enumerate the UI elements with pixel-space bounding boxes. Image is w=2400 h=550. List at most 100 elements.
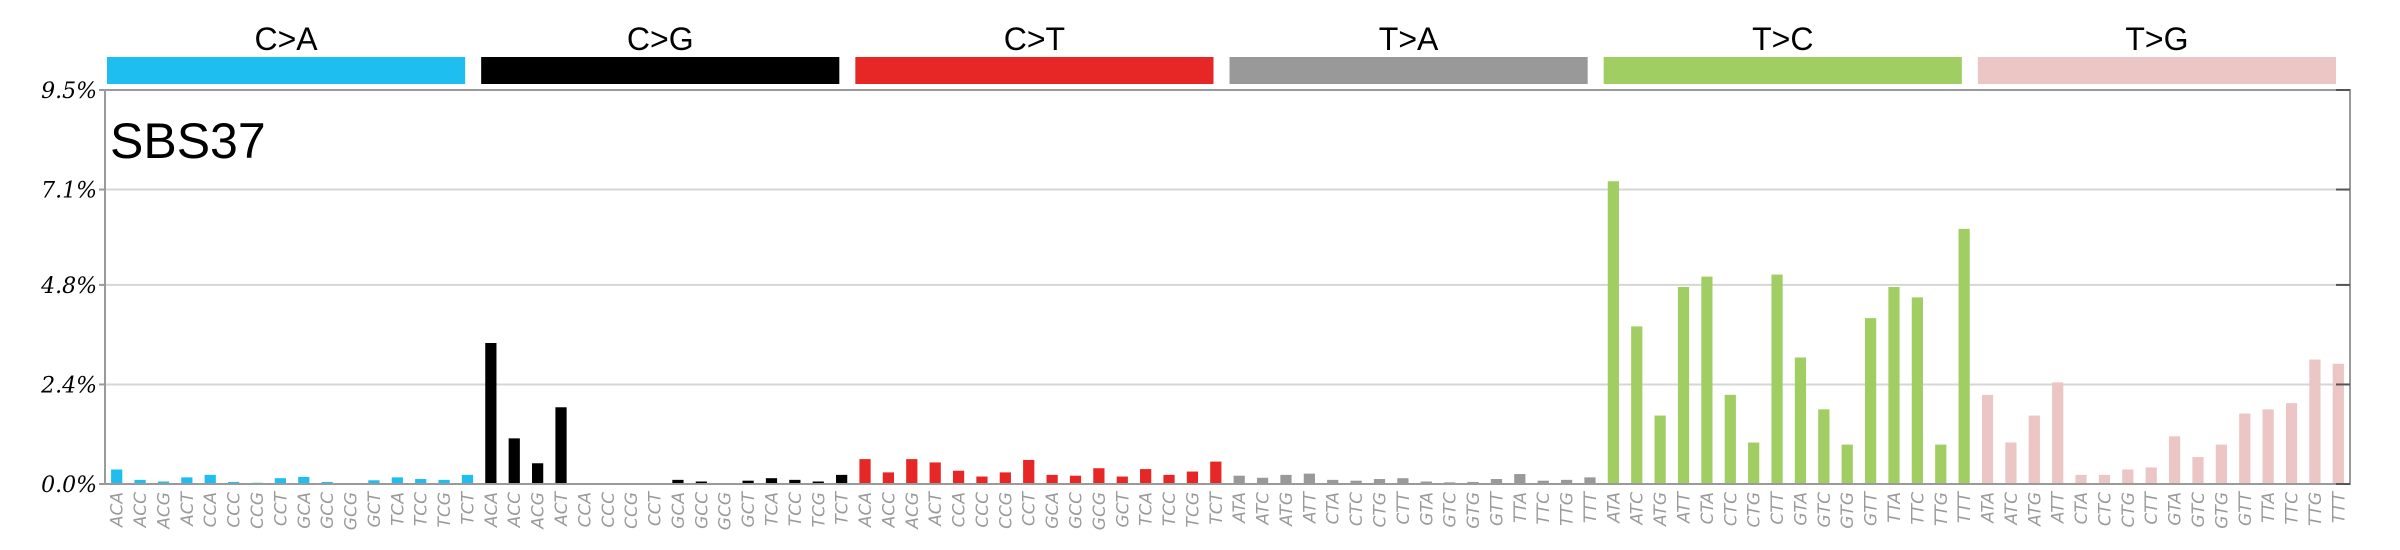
- y-tick-label: 2.4%: [40, 373, 97, 398]
- x-tick-label: CCT: [271, 490, 291, 526]
- category-strip: [1603, 57, 1962, 84]
- x-tick-label: GCA: [295, 492, 315, 529]
- bar: [508, 438, 520, 484]
- bar: [836, 474, 848, 484]
- x-tick-label: CTG: [1745, 492, 1765, 527]
- bar: [1397, 478, 1409, 484]
- x-tick-label: GTA: [1417, 492, 1437, 526]
- x-tick-label: ACC: [131, 492, 151, 528]
- bar: [1981, 394, 1994, 484]
- x-tick-label: GTT: [1862, 490, 1882, 526]
- bar: [1771, 274, 1783, 484]
- x-tick-label: TTG: [2306, 492, 2326, 526]
- bar: [1654, 415, 1666, 484]
- x-tick-label: GCT: [1113, 490, 1133, 527]
- bar: [2005, 442, 2017, 484]
- x-tick-label: ATC: [2002, 492, 2022, 526]
- y-tick-label: 9.5%: [41, 79, 97, 104]
- bar: [812, 481, 824, 484]
- bar: [1350, 480, 1362, 484]
- x-tick-label: GCA: [669, 492, 689, 529]
- x-tick-label: TTA: [2259, 492, 2279, 523]
- x-tick-label: ATA: [1979, 492, 1999, 524]
- x-tick-label: GCA: [1043, 492, 1063, 529]
- bar: [929, 462, 941, 484]
- bar: [789, 479, 801, 484]
- category-strip: [481, 57, 840, 84]
- x-tick-label: ACC: [505, 492, 525, 528]
- x-tick-label: TCT: [458, 490, 478, 524]
- bar: [134, 479, 146, 484]
- x-tick-label: ATG: [1277, 492, 1297, 527]
- plot-frame: [104, 89, 2351, 485]
- x-tick-label: TTT: [1581, 490, 1601, 523]
- bar: [1420, 481, 1432, 484]
- x-tick-label: TCA: [1137, 492, 1157, 526]
- x-tick-label: GTT: [1487, 490, 1507, 526]
- bar: [882, 472, 895, 484]
- bar: [1140, 469, 1152, 484]
- x-tick-label: GCC: [318, 492, 338, 529]
- bar: [157, 481, 170, 484]
- bar: [228, 481, 240, 484]
- bar: [1373, 479, 1386, 484]
- x-tick-label: GTG: [2212, 492, 2232, 529]
- x-tick-label: ACG: [529, 492, 549, 530]
- bar: [2145, 467, 2157, 484]
- category-label: T>C: [1752, 21, 1813, 57]
- bar: [1841, 444, 1853, 484]
- category-label: T>A: [1379, 21, 1439, 57]
- bar: [1116, 476, 1128, 484]
- bar: [672, 479, 684, 484]
- category-label: C>G: [627, 21, 694, 57]
- x-tick-label: GTC: [1815, 492, 1835, 528]
- y-tick-label: 7.1%: [41, 179, 97, 204]
- bar: [1256, 477, 1269, 484]
- category-strip: [1977, 57, 2336, 84]
- bar: [485, 342, 497, 484]
- bar: [1303, 473, 1315, 484]
- x-tick-label: CCT: [1020, 490, 1040, 526]
- bar: [1467, 481, 1479, 484]
- x-tick-label: GCT: [739, 490, 759, 527]
- bar: [1093, 468, 1105, 484]
- bar: [1023, 459, 1035, 484]
- x-tick-label: TCA: [762, 492, 782, 526]
- x-tick-label: GCT: [365, 490, 385, 527]
- x-axis-ticks: ACA ACC ACG ACT CCA CCC CCG CCT GCA GCC GCG GCT TCA T…: [108, 490, 2350, 530]
- bar: [1794, 357, 1807, 484]
- bar: [2098, 474, 2111, 484]
- bar: [1935, 444, 1947, 484]
- bar: [1888, 287, 1900, 484]
- bar: [274, 478, 287, 484]
- x-tick-label: ATC: [1628, 492, 1648, 526]
- x-tick-label: CCT: [646, 490, 666, 526]
- x-tick-label: TCT: [1207, 490, 1227, 524]
- x-tick-label: TCC: [1160, 492, 1180, 526]
- bar: [2239, 413, 2251, 484]
- x-tick-label: CCC: [599, 492, 619, 528]
- bar: [1958, 228, 1970, 484]
- x-tick-label: ACC: [879, 492, 899, 528]
- bar: [2168, 436, 2181, 484]
- x-tick-label: GCC: [1066, 492, 1086, 529]
- x-tick-label: CCC: [973, 492, 993, 528]
- bar: [1210, 461, 1222, 484]
- x-tick-label: ACT: [926, 490, 946, 526]
- x-tick-label: CTA: [1698, 492, 1718, 524]
- bar: [1748, 442, 1760, 484]
- bar: [695, 481, 707, 484]
- x-tick-label: TCG: [435, 492, 455, 527]
- bar: [1724, 394, 1736, 484]
- bar: [298, 476, 310, 484]
- bar: [2332, 363, 2344, 484]
- x-tick-label: TCG: [1183, 492, 1203, 527]
- bar: [2285, 403, 2298, 484]
- bar: [742, 480, 754, 484]
- bar: [952, 470, 965, 484]
- bar: [1186, 471, 1199, 484]
- bar: [1560, 479, 1573, 484]
- category-strip: [107, 57, 466, 84]
- x-tick-label: TTC: [1534, 492, 1554, 525]
- x-tick-label: ATG: [2025, 492, 2045, 527]
